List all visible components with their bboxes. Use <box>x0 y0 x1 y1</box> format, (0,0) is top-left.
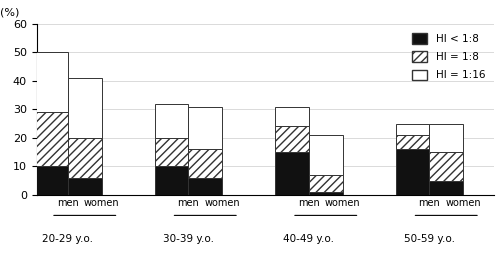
Bar <box>275 127 309 152</box>
Bar <box>34 52 68 112</box>
Bar <box>275 152 309 195</box>
Bar <box>430 181 463 195</box>
Bar <box>430 124 463 152</box>
Bar <box>309 135 342 175</box>
Bar <box>154 166 188 195</box>
Bar <box>34 166 68 195</box>
Bar <box>396 124 430 135</box>
Legend: HI < 1:8, HI = 1:8, HI = 1:16: HI < 1:8, HI = 1:8, HI = 1:16 <box>408 29 489 85</box>
Text: 30-39 y.o.: 30-39 y.o. <box>163 234 214 244</box>
Bar <box>68 138 102 178</box>
Text: 50-59 y.o.: 50-59 y.o. <box>404 234 455 244</box>
Text: 20-29 y.o.: 20-29 y.o. <box>42 234 94 244</box>
Bar <box>430 152 463 181</box>
Bar <box>396 135 430 149</box>
Bar <box>68 178 102 195</box>
Text: (%): (%) <box>0 7 20 17</box>
Bar <box>275 107 309 127</box>
Bar <box>34 112 68 166</box>
Bar <box>188 107 222 149</box>
Bar <box>188 149 222 178</box>
Bar <box>68 78 102 138</box>
Bar <box>309 192 342 195</box>
Bar <box>188 178 222 195</box>
Bar <box>154 104 188 138</box>
Bar <box>154 138 188 166</box>
Bar <box>396 149 430 195</box>
Text: 40-49 y.o.: 40-49 y.o. <box>284 234 335 244</box>
Bar <box>309 175 342 192</box>
